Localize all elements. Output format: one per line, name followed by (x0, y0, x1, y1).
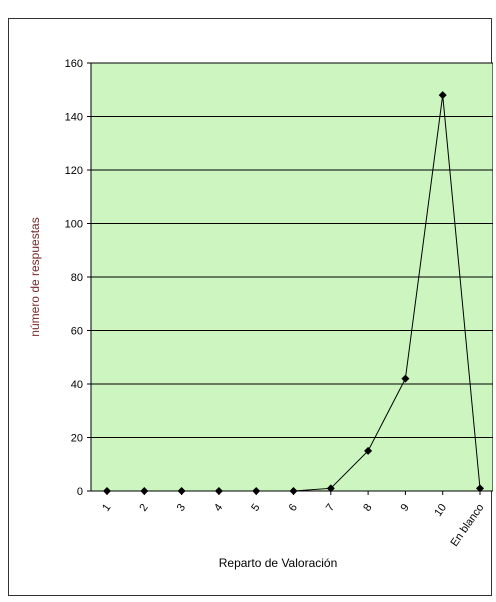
data-point-marker (326, 484, 335, 493)
y-tick-label: 40 (71, 379, 83, 391)
x-axis-title: Reparto de Valoración (219, 556, 338, 570)
data-point-marker (438, 91, 447, 100)
x-tick-label: 8 (361, 502, 374, 514)
y-tick-label: 60 (71, 326, 83, 338)
data-point-marker (252, 487, 261, 495)
y-tick-label: 140 (65, 112, 83, 124)
x-tick-label: 7 (324, 502, 337, 514)
y-tick-label: 80 (71, 272, 83, 284)
y-axis-title: número de respuestas (28, 217, 42, 336)
x-tick-label: 9 (399, 502, 412, 514)
data-point-marker (289, 487, 298, 495)
data-point-marker (214, 487, 223, 495)
x-tick-label: 10 (432, 502, 449, 519)
y-tick-label: 0 (77, 486, 83, 498)
x-tick-label: 6 (287, 502, 300, 514)
x-tick-label: 1 (100, 502, 113, 514)
data-point-marker (364, 446, 373, 455)
chart-frame: 0 20 40 60 80 100 120 140 160 1 2 3 4 5 6 7 8 9 10 En blan… (8, 18, 493, 596)
x-tick-label: 5 (249, 502, 262, 514)
x-tick-label: 4 (212, 502, 225, 514)
data-point-marker (177, 487, 186, 495)
x-axis-ticks: 1 2 3 4 5 6 7 8 9 10 En blanco (100, 491, 486, 549)
y-tick-label: 120 (65, 165, 83, 177)
x-tick-label: 3 (175, 502, 188, 514)
data-point-marker (103, 487, 111, 495)
y-axis-ticks: 0 20 40 60 80 100 120 140 160 (65, 58, 91, 498)
data-point-marker (401, 374, 410, 383)
data-point-marker (476, 484, 484, 493)
series-markers (103, 91, 484, 495)
x-tick-label: En blanco (449, 502, 487, 549)
line-chart: 0 20 40 60 80 100 120 140 160 1 2 3 4 5 6 7 8 9 10 En blan… (28, 58, 493, 570)
data-point-marker (140, 487, 149, 495)
x-tick-label: 2 (137, 502, 150, 514)
y-tick-label: 20 (71, 433, 83, 445)
y-tick-label: 100 (65, 219, 83, 231)
y-tick-label: 160 (65, 58, 83, 70)
